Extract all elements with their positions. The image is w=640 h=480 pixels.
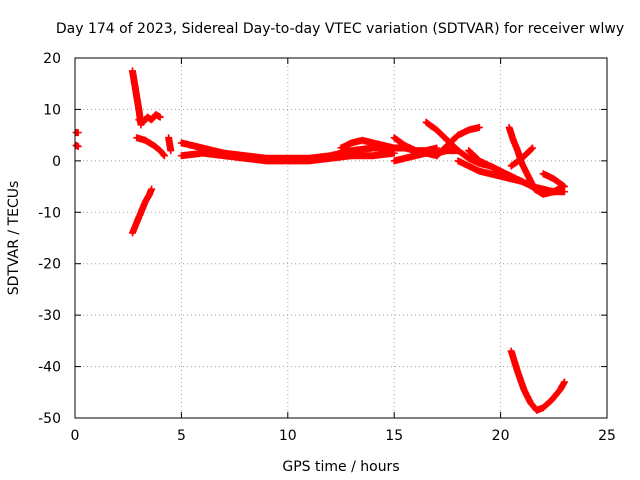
y-tick-label: -20 [38,257,61,273]
axis-ticks: 0 5 10 15 20 25 20 10 0 -10 -20 -30 -40 -50 [38,51,616,444]
y-tick-label: -10 [38,205,61,221]
x-tick-label: 5 [177,428,186,444]
y-tick-label: 10 [43,102,61,118]
series-arc-l [390,134,441,160]
series-arc-b [72,141,82,150]
series-arc-s [539,170,568,191]
data-point-marks [390,134,441,160]
data-point-marks [129,185,156,237]
data-point-marks [135,111,164,126]
data-point-marks [72,141,82,150]
series-arc-n [433,123,483,160]
series-arc-i [177,149,398,165]
series-arc-d [135,111,164,126]
x-tick-label: 15 [385,428,403,444]
series-arc-e [133,134,168,160]
data-point-marks [539,170,568,191]
y-tick-label: -40 [38,360,61,376]
series-arc-g [165,134,175,155]
data-point-marks [507,347,568,414]
x-tick-label: 10 [279,428,297,444]
y-tick-label: 20 [43,51,61,67]
chart-title: Day 174 of 2023, Sidereal Day-to-day VTE… [56,21,624,37]
series-arc-a [72,129,82,137]
grid [75,58,607,418]
data-point-marks [177,149,398,165]
y-tick-label: -30 [38,308,61,324]
y-tick-label: -50 [38,411,61,427]
x-tick-label: 20 [492,428,510,444]
plot-frame [74,57,608,419]
x-axis-label: GPS time / hours [282,459,399,475]
series-arc-t [507,347,568,414]
data-point-marks [133,134,168,160]
series-arc-r [507,144,537,170]
data-point-marks [72,129,82,137]
x-tick-label: 0 [71,428,80,444]
y-axis-label: SDTVAR / TECUs [6,181,22,296]
data-marks [72,67,568,414]
data-point-marks [433,123,483,160]
y-tick-label: 0 [52,154,61,170]
series-arc-f [129,185,156,237]
x-tick-label: 25 [598,428,616,444]
data-point-marks [507,144,537,170]
data-point-marks [165,134,175,155]
